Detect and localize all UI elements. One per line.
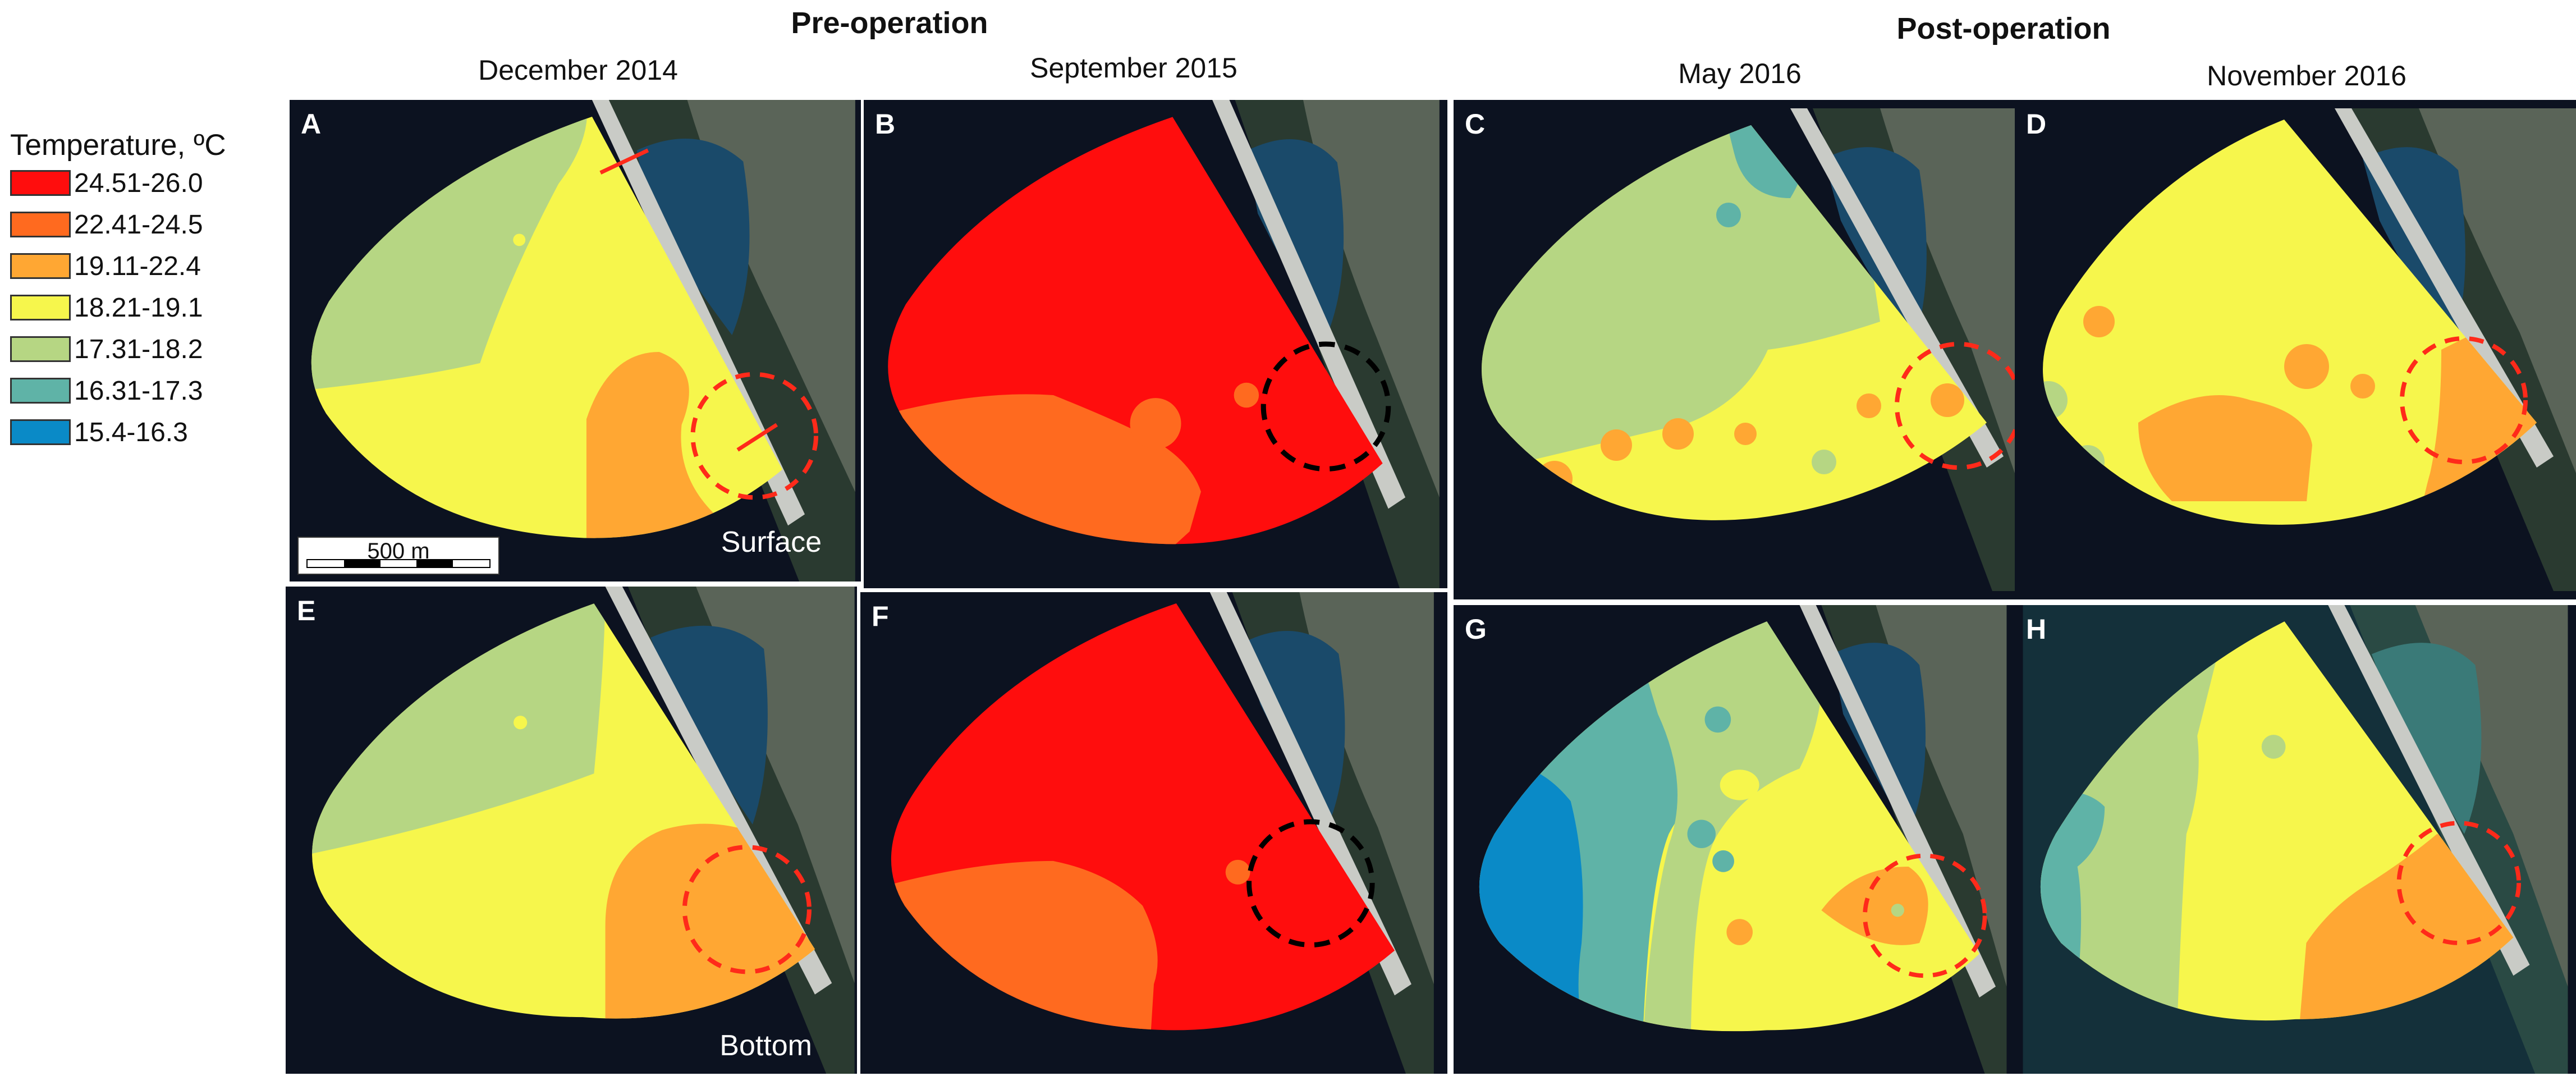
sample-point [513,233,526,246]
legend-label: 16.31-17.3 [74,376,203,406]
legend-item: 16.31-17.3 [10,370,226,411]
legend-item: 18.21-19.1 [10,287,226,328]
map-panel-e-bottom-dec-2014: E Bottom [286,587,857,1074]
legend-item: 15.4-16.3 [10,411,226,453]
discharge-zone-circle [690,372,818,500]
panel-label: F [872,601,889,632]
legend-item: 22.41-24.5 [10,204,226,245]
legend-swatch [10,336,71,362]
discharge-zone-circle [682,845,812,974]
pre-operation-heading: Pre-operation [791,6,988,40]
legend-swatch [10,170,71,196]
discharge-zone-circle [2396,821,2521,945]
legend-item: 17.31-18.2 [10,328,226,370]
legend-item: 24.51-26.0 [10,162,226,204]
panel-label: A [301,108,322,140]
legend-label: 19.11-22.4 [74,251,201,281]
legend-label: 15.4-16.3 [74,417,188,447]
legend-swatch [10,253,71,279]
depth-label: Bottom [719,1029,812,1062]
post-operation-heading: Post-operation [1896,12,2111,45]
legend-label: 18.21-19.1 [74,292,203,323]
scale-bar-ruler [306,559,491,568]
legend-label: 17.31-18.2 [74,334,203,364]
legend-title: Temperature, ºC [10,129,226,162]
depth-label: Surface [721,526,822,558]
date-label-december-2014: December 2014 [478,54,678,86]
map-panel-b-surface-sep-2015: B [864,100,1447,588]
legend-swatch [10,295,71,320]
legend-swatch [10,378,71,404]
map-panel-a-surface-dec-2014: A Surface 500 m [290,100,861,582]
map-panel-h-bottom-nov-2016: H [2015,605,2576,1074]
discharge-zone-circle [2400,336,2528,464]
legend-label: 22.41-24.5 [74,209,203,240]
map-panel-g-bottom-may-2016: G [1454,605,2015,1074]
panel-label: H [2026,613,2047,645]
panel-label: D [2026,108,2047,140]
legend-swatch [10,212,71,237]
sample-point [514,716,528,730]
flow-arrow [599,148,649,175]
panel-label: B [875,108,896,140]
panel-label: C [1465,108,1486,140]
map-panel-c-surface-may-2016: C [1454,100,2015,599]
flow-arrow [736,423,778,452]
scale-bar: 500 m [297,537,499,575]
legend-swatch [10,419,71,445]
panel-label: G [1465,613,1487,645]
discharge-zone-circle [1246,819,1375,948]
map-panel-d-surface-nov-2016: D [2015,100,2576,599]
date-label-may-2016: May 2016 [1678,58,1802,89]
legend-label: 24.51-26.0 [74,168,203,198]
legend-item: 19.11-22.4 [10,245,226,287]
date-label-november-2016: November 2016 [2207,60,2407,91]
map-panel-f-bottom-sep-2015: F [860,592,1447,1074]
date-label-september-2015: September 2015 [1030,52,1237,84]
temperature-legend: Temperature, ºC 24.51-26.0 22.41-24.5 19… [10,128,226,453]
discharge-zone-circle [1261,341,1391,472]
panel-label: E [297,595,316,626]
